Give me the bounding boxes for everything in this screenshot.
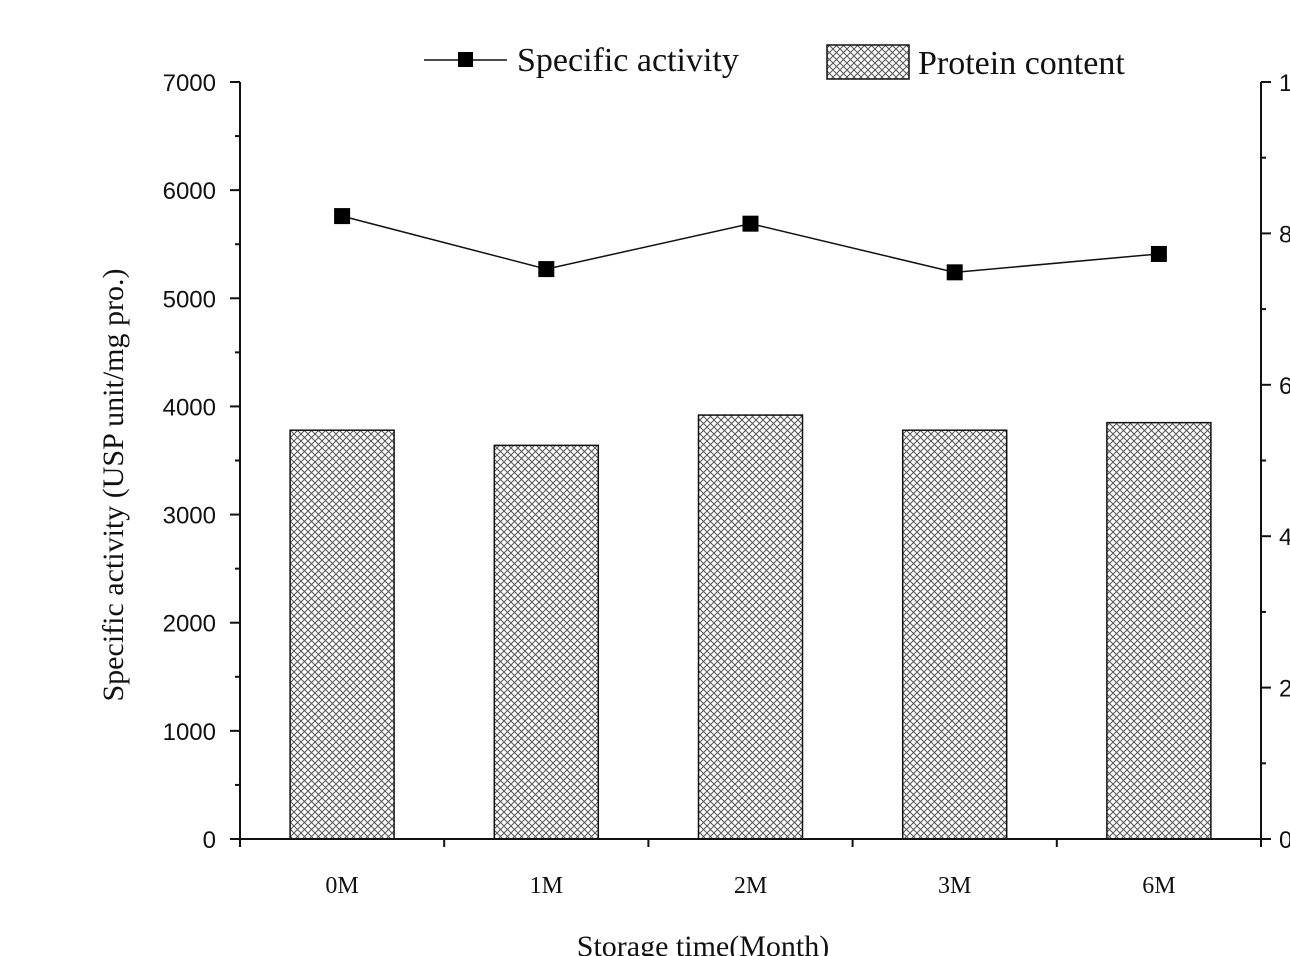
legend: Specific activity Protein content (424, 42, 1125, 82)
bar-0M (290, 430, 394, 839)
x-tick-label: 1M (530, 873, 563, 899)
point-2M (743, 216, 759, 232)
bar-2M (699, 415, 803, 839)
x-tick-label: 3M (938, 873, 971, 899)
y-tick-label: 4000 (163, 394, 216, 421)
x-tick-label: 0M (325, 873, 358, 899)
point-6M (1151, 246, 1167, 262)
y-tick-label: 3000 (163, 503, 216, 530)
y2-tick-label: 6 (1279, 373, 1290, 400)
bar-6M (1107, 423, 1211, 839)
y-tick-label: 6000 (163, 178, 216, 205)
y-tick-label: 1000 (163, 719, 216, 746)
y-axis-title: Specific activity (USP unit/mg pro.) (97, 269, 130, 702)
legend-marker-swatch (458, 52, 473, 67)
y2-tick-label: 1 (1279, 70, 1290, 97)
line-layer (334, 208, 1167, 280)
y-tick-label: 5000 (163, 286, 216, 313)
bar-3M (903, 430, 1007, 839)
y2-tick-label: 0 (1279, 827, 1290, 854)
y-tick-label: 7000 (163, 70, 216, 97)
x-tick-label: 2M (734, 873, 767, 899)
bars-layer (290, 415, 1211, 839)
point-1M (538, 261, 554, 277)
legend-specific-activity: Specific activity (517, 42, 739, 79)
x-axis-title: Storage time(Month) (577, 930, 829, 956)
legend-protein-content: Protein content (918, 45, 1125, 82)
point-0M (334, 208, 350, 224)
y2-tick-label: 8 (1279, 221, 1290, 248)
y2-tick-label: 2 (1279, 676, 1290, 703)
y2-tick-label: 4 (1279, 524, 1290, 551)
legend-bar-swatch (827, 45, 909, 79)
x-tick-label: 6M (1142, 873, 1175, 899)
point-3M (947, 264, 963, 280)
y-tick-label: 0 (203, 827, 216, 854)
bar-1M (494, 445, 598, 839)
y-tick-label: 2000 (163, 611, 216, 638)
